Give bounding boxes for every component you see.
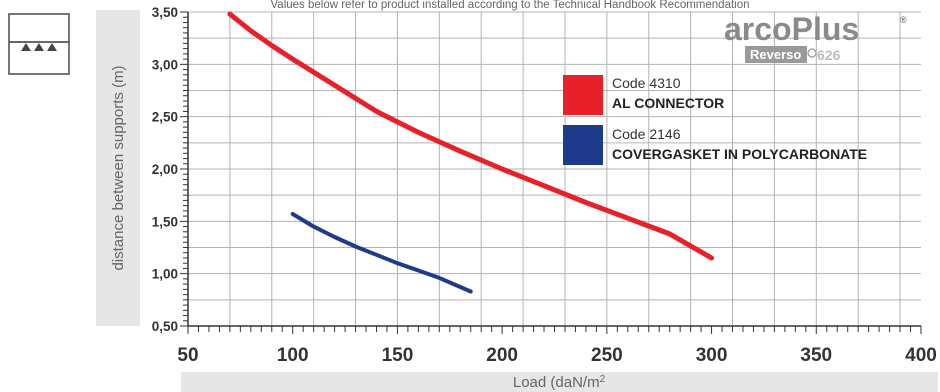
legend-code-al-connector: Code 4310	[612, 75, 681, 91]
arcoplus-logo: arcoPlus ® Reverso 626	[724, 11, 907, 63]
y-tick-label: 2,00	[152, 162, 178, 177]
y-tick-label: 1,00	[152, 267, 178, 282]
logo-sub-badge	[745, 46, 807, 63]
grid	[188, 11, 921, 326]
tick-marks	[180, 11, 922, 334]
logo-spark-icon	[807, 48, 817, 58]
y-axis-title-band	[96, 10, 140, 326]
logo-sub-text: Reverso	[750, 47, 801, 62]
legend-label-covergasket: COVERGASKET IN POLYCARBONATE	[612, 146, 867, 162]
legend-swatch-al-connector	[563, 75, 603, 115]
x-tick-label: 250	[591, 345, 623, 366]
x-axis-title-sup: 2	[600, 374, 606, 385]
chart-note: Values below refer to product installed …	[270, 0, 749, 11]
legend-code-covergasket: Code 2146	[612, 126, 681, 142]
series-lines	[227, 11, 715, 294]
x-axis-title: Load (daN/m2	[513, 374, 606, 391]
x-tick-label: 400	[905, 345, 937, 366]
y-tick-label: 3,50	[152, 5, 178, 20]
y-tick-label: 1,50	[152, 214, 178, 229]
x-tick-labels: 50 100 150 200 250 300 350 400	[177, 345, 936, 366]
legend: Code 4310 AL CONNECTOR Code 2146 COVERGA…	[563, 75, 867, 165]
legend-swatch-covergasket	[563, 125, 603, 165]
x-tick-label: 300	[696, 345, 728, 366]
legend-item-al-connector: Code 4310 AL CONNECTOR	[563, 75, 724, 115]
y-axis-title: distance between supports (m)	[110, 65, 127, 270]
mounting-icon	[8, 13, 70, 75]
series-line-covergasket	[290, 212, 473, 294]
y-tick-label: 0,50	[152, 319, 178, 334]
logo-main-text: arcoPlus	[724, 11, 859, 47]
legend-item-covergasket: Code 2146 COVERGASKET IN POLYCARBONATE	[563, 125, 867, 165]
series-line-al-connector	[227, 11, 715, 261]
x-tick-label: 350	[800, 345, 832, 366]
x-tick-label: 50	[177, 345, 198, 366]
x-tick-label: 100	[277, 345, 309, 366]
x-axis-title-band	[181, 372, 938, 392]
y-tick-label: 2,50	[152, 110, 178, 125]
y-tick-label: 3,00	[152, 57, 178, 72]
x-tick-label: 200	[486, 345, 518, 366]
legend-label-al-connector: AL CONNECTOR	[612, 95, 724, 111]
logo-registered-mark: ®	[900, 15, 907, 25]
logo-number-text: 626	[817, 47, 841, 63]
y-tick-labels: 0,50 1,00 1,50 2,00 2,50 3,00 3,50	[152, 5, 178, 334]
x-tick-label: 150	[382, 345, 414, 366]
